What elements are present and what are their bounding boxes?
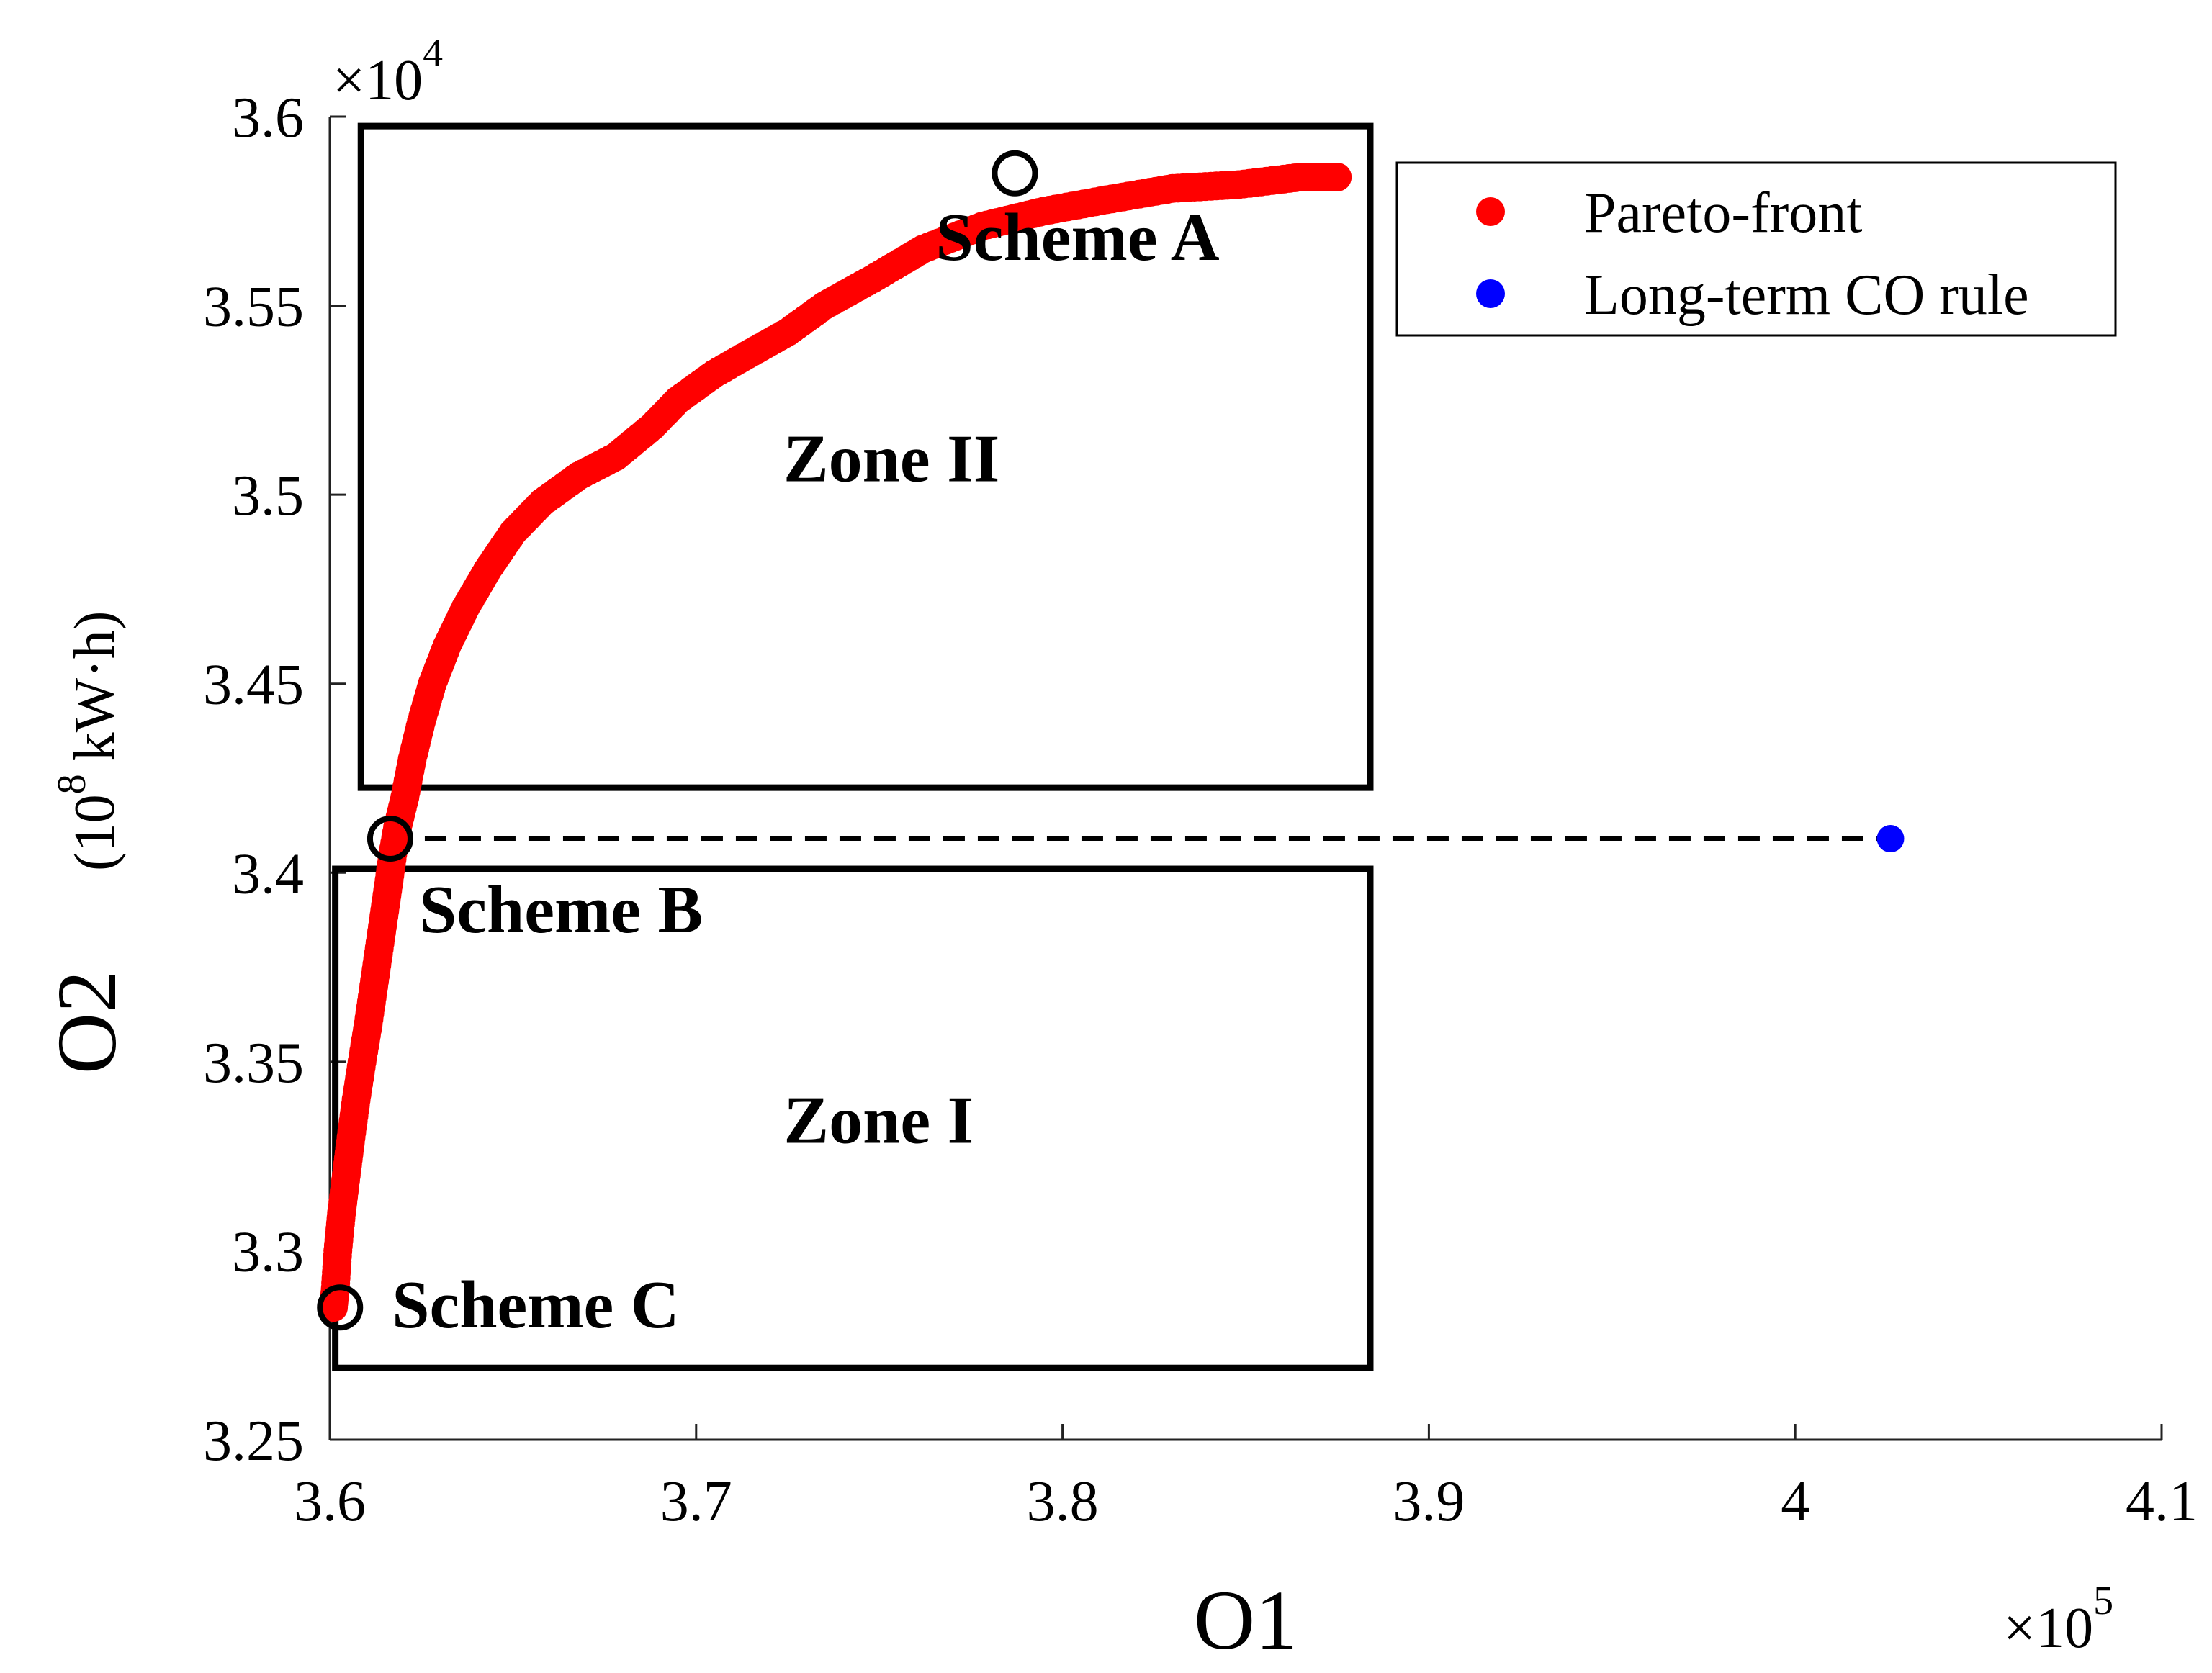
legend-marker-co-rule — [1476, 279, 1505, 308]
legend-marker-pareto — [1476, 197, 1505, 226]
co-rule-point — [1876, 825, 1905, 853]
legend-box — [1395, 161, 2117, 337]
scheme-markers: Scheme A Scheme B Scheme C — [317, 150, 1220, 1343]
scheme-marker-ring — [992, 150, 1038, 197]
y-tick-label: 3.4 — [232, 842, 304, 906]
y-tick-label: 3.6 — [232, 86, 304, 150]
x-tick-label: 3.7 — [660, 1470, 732, 1533]
scheme-label: Scheme B — [419, 872, 703, 947]
y-unit-base: (10 — [63, 794, 127, 871]
y-tick-label: 3.25 — [203, 1410, 304, 1473]
y-unit-power: 8 — [50, 774, 94, 794]
zone-label: Zone II — [783, 422, 999, 497]
scheme-label: Scheme C — [392, 1268, 679, 1343]
y-tick-label: 3.3 — [232, 1220, 304, 1284]
x-axis-label: O1 — [1194, 1573, 1298, 1667]
x-multiplier-power: 5 — [2093, 1579, 2113, 1623]
x-tick-label: 3.9 — [1393, 1470, 1465, 1533]
long-term-co-rule-series — [1876, 825, 1905, 853]
x-ticks: 3.6 3.7 3.8 3.9 4 4.1 — [294, 1424, 2198, 1533]
x-tick-label: 4.1 — [2126, 1470, 2198, 1533]
x-tick-label: 3.6 — [294, 1470, 366, 1533]
y-axis-label: O2 — [40, 970, 134, 1074]
y-tick-label: 3.55 — [203, 276, 304, 339]
y-tick-label: 3.45 — [203, 654, 304, 717]
zone-box — [357, 122, 1374, 791]
y-multiplier-base: ×10 — [333, 49, 423, 112]
legend-label-pareto: Pareto-front — [1584, 181, 1863, 245]
x-tick-label: 4 — [1781, 1470, 1809, 1533]
zone-label: Zone I — [783, 1083, 974, 1158]
y-tick-label: 3.35 — [203, 1032, 304, 1095]
scheme-marker-ring — [317, 1284, 364, 1331]
scheme-marker-ring — [367, 816, 413, 862]
zones: Zone II Zone I — [332, 122, 1374, 1371]
pareto-point — [1317, 163, 1346, 192]
y-unit-tail: kW·h) — [63, 611, 127, 762]
scheme-label: Scheme A — [935, 200, 1219, 275]
x-multiplier-base: ×10 — [2003, 1597, 2093, 1660]
y-tick-label: 3.5 — [232, 464, 304, 528]
y-axis-label-group: O2 (108 kW·h) — [40, 611, 134, 1075]
y-axis-multiplier: ×104 — [333, 31, 443, 112]
y-multiplier-power: 4 — [423, 31, 443, 76]
x-axis-multiplier: ×105 — [2003, 1579, 2113, 1660]
legend-label-co-rule: Long-term CO rule — [1584, 263, 2029, 327]
x-tick-label: 3.8 — [1027, 1470, 1099, 1533]
y-axis-unit: (108 kW·h) — [50, 611, 127, 871]
y-ticks: 3.25 3.3 3.35 3.4 3.45 3.5 3.55 3.6 — [203, 86, 346, 1473]
legend: Pareto-front Long-term CO rule — [1395, 161, 2117, 337]
zone-box — [332, 865, 1374, 1371]
